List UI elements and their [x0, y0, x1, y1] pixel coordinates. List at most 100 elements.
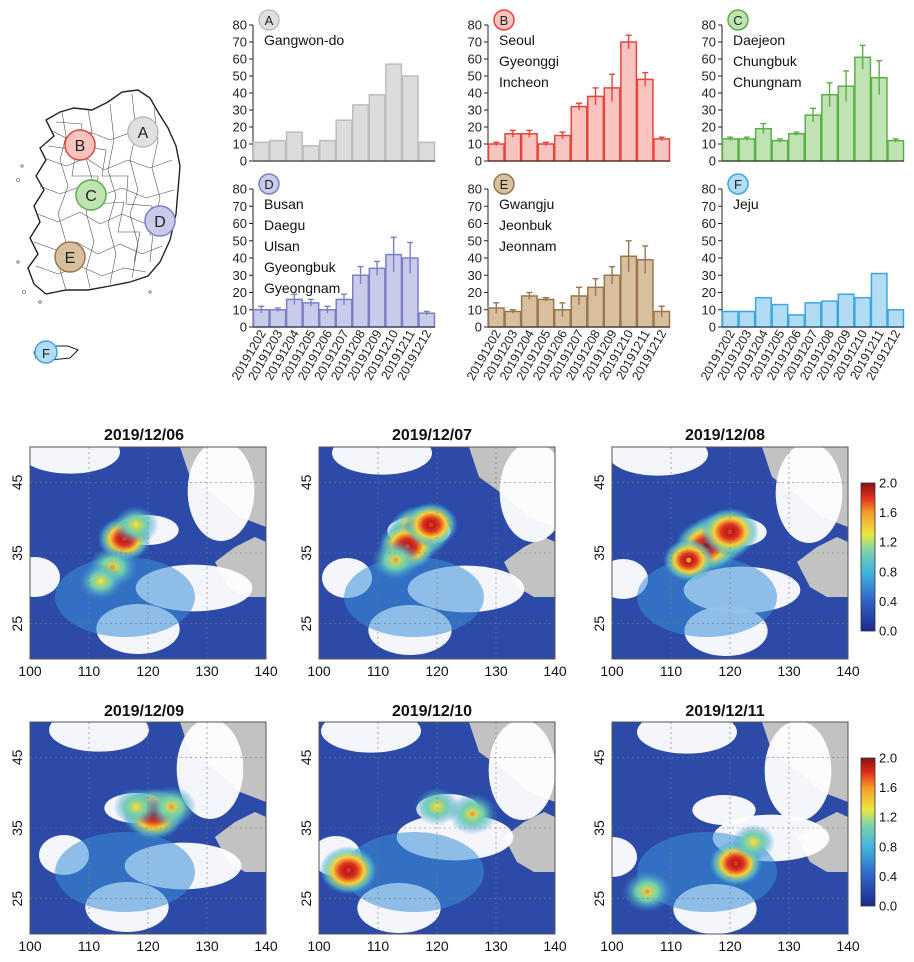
y-tick-label: 45	[298, 474, 314, 490]
y-tick-label: 20	[702, 120, 716, 135]
x-tick-label: 120	[718, 663, 742, 679]
bar	[804, 302, 822, 328]
bar	[418, 312, 436, 328]
land-japan	[504, 812, 555, 872]
x-tick-label: 140	[543, 938, 567, 954]
bar-panel-c: 0 10 20 30 40 50 60 70 80 C Daejeon Chungbuk Chungna…	[702, 9, 905, 169]
bar	[269, 309, 287, 328]
panel-badge	[727, 173, 749, 195]
x-tick-label: 130	[777, 938, 801, 954]
region-name: Gyeongbuk	[264, 259, 337, 275]
x-tick-label: 120	[425, 938, 449, 954]
bar	[821, 300, 839, 328]
x-tick-label: 140	[836, 938, 860, 954]
y-tick-label: 40	[468, 86, 482, 101]
x-tick-label: 110	[367, 663, 390, 679]
x-tick-label: 110	[78, 938, 101, 954]
map-marker-label: D	[154, 214, 166, 231]
y-tick-label: 30	[468, 268, 482, 283]
region-name: Incheon	[499, 74, 549, 90]
map-marker-circle	[127, 116, 159, 148]
y-tick-label: 45	[298, 749, 314, 765]
colorbar-tick-label: 0.8	[879, 839, 897, 854]
aod-hotspot-core	[98, 578, 104, 584]
y-tick-label: 25	[298, 616, 314, 632]
colorbar-tick-label: 1.6	[879, 780, 897, 795]
cloud-gap	[764, 722, 832, 821]
y-tick-label: 70	[468, 35, 482, 50]
aod-hotspot-core	[428, 522, 434, 528]
y-tick-label: 50	[702, 69, 716, 84]
bar	[520, 133, 538, 162]
region-name: Busan	[264, 196, 304, 212]
y-tick-label: 0	[475, 154, 482, 169]
y-tick-label: 60	[468, 52, 482, 67]
y-tick-label: 35	[591, 545, 607, 561]
bar	[302, 144, 320, 162]
y-tick-label: 30	[233, 268, 247, 283]
y-tick-label: 40	[702, 251, 716, 266]
x-tick-label: 140	[836, 663, 860, 679]
map-marker-circle	[75, 179, 107, 211]
region-name: Jeju	[733, 196, 759, 212]
bar	[887, 309, 905, 328]
cloud-gap	[612, 837, 637, 877]
map-frame	[318, 446, 556, 660]
panel-badge-letter: A	[265, 13, 274, 28]
y-tick-label: 60	[233, 52, 247, 67]
bar	[401, 75, 419, 162]
bar	[368, 267, 386, 328]
map-title: 2019/12/06	[104, 427, 184, 444]
y-tick-label: 70	[233, 35, 247, 50]
y-tick-label: 20	[468, 285, 482, 300]
y-tick-label: 25	[591, 616, 607, 632]
region-name: Ulsan	[264, 238, 300, 254]
bar	[302, 302, 320, 328]
aod-hotspot-core	[644, 889, 650, 895]
bar	[653, 138, 671, 162]
y-tick-label: 70	[233, 199, 247, 214]
bar	[368, 93, 386, 162]
map-title: 2019/12/07	[392, 427, 472, 444]
y-tick-label: 80	[233, 182, 247, 197]
bar	[352, 104, 370, 162]
cloud-gap	[30, 447, 120, 474]
korea-region-map: A B C D E F	[16, 89, 181, 364]
bar	[504, 133, 522, 162]
panel-badge	[727, 9, 749, 31]
bar	[887, 139, 905, 162]
y-tick-label: 50	[468, 69, 482, 84]
aod-hotspot-core	[434, 804, 440, 810]
bar	[787, 133, 805, 162]
y-tick-label: 60	[468, 216, 482, 231]
region-name: Daegu	[264, 217, 305, 233]
bar	[385, 63, 403, 162]
region-name: Jeonbuk	[499, 217, 553, 233]
map-marker-c: C	[75, 179, 107, 211]
x-tick-label: 110	[78, 663, 101, 679]
y-tick-label: 10	[233, 302, 247, 317]
haze-band	[55, 832, 195, 912]
x-tick-label: 100	[307, 663, 331, 679]
y-tick-label: 0	[709, 320, 716, 335]
cloud-gap	[321, 722, 421, 753]
y-tick-label: 45	[9, 474, 25, 490]
panel-badge	[258, 9, 280, 31]
y-tick-label: 35	[298, 820, 314, 836]
aod-map-2: 2019/12/07 100 110 120 130 140 25 35 45	[298, 427, 567, 679]
region-name: Chungnam	[733, 74, 802, 90]
panel-badge-letter: D	[264, 177, 273, 192]
map-frame	[318, 721, 556, 935]
y-tick-label: 60	[233, 216, 247, 231]
colorbar-tick-label: 0.8	[879, 564, 897, 579]
small-islands	[16, 164, 152, 304]
aod-hotspot-core	[133, 804, 139, 810]
x-tick-label: 120	[718, 938, 742, 954]
y-tick-label: 20	[233, 285, 247, 300]
colorbar-tick-label: 0.0	[879, 624, 897, 639]
map-marker-d: D	[144, 205, 176, 237]
bar	[269, 139, 287, 162]
bar	[636, 78, 654, 162]
y-tick-label: 40	[702, 86, 716, 101]
cloud-gap	[499, 447, 555, 542]
